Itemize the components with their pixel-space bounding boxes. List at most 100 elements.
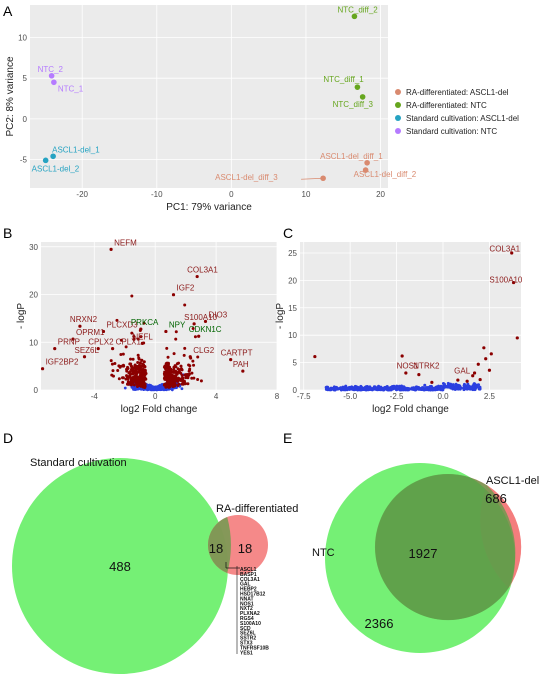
volcano-b-point (172, 368, 176, 372)
volcano-b-point (191, 359, 195, 363)
pca-point (359, 94, 366, 100)
volcano-b-point (173, 379, 177, 383)
volcano-b-point (155, 386, 159, 390)
venn-e-overlap-count: 1927 (409, 546, 438, 561)
volcano-c-point (342, 387, 346, 391)
volcano-b-gene-label: S100A10 (184, 313, 217, 322)
volcano-b-point (196, 355, 200, 359)
legend-entry: RA-differentiated: ASCL1-del (406, 88, 509, 97)
volcano-c-points (313, 251, 519, 392)
volcano-b-point (165, 346, 169, 350)
volcano-b-point (163, 377, 167, 381)
volcano-b-point (180, 387, 184, 391)
volcano-b-point (173, 382, 177, 386)
volcano-b-point (186, 382, 190, 386)
volcano-b-point (188, 355, 192, 359)
volcano-c-point (489, 352, 493, 356)
venn-d-gene: RGS4 (240, 616, 254, 622)
volcano-c-point (510, 251, 514, 255)
volcano-chart-b: -4 0 4 8 0 10 20 30 log2 Fold change - logP NEFM CO… (16, 238, 280, 415)
volcano-b-gene-label: IGF2BP2 (46, 358, 79, 367)
volcano-b-point (138, 361, 142, 365)
volcano-b-point (121, 364, 125, 368)
venn-d-gene: SSTR2 (240, 636, 256, 642)
pca-point-label: ASCL1-del_diff_3 (215, 173, 278, 182)
venn-d-right-count: 18 (238, 541, 252, 556)
y-tick-label: -5 (20, 156, 28, 165)
pca-point-label: NTC_1 (58, 84, 84, 93)
volcano-b-point (148, 385, 151, 389)
legend-swatch (395, 102, 401, 108)
volcano-c-point (416, 387, 420, 391)
volcano-b-point (180, 374, 184, 378)
volcano-b-point (124, 345, 128, 349)
volcano-b-point (177, 382, 181, 386)
volcano-c-point (404, 371, 408, 375)
volcano-c-point (378, 388, 382, 392)
y-tick-label: 15 (288, 304, 297, 313)
volcano-b-point (141, 362, 145, 366)
volcano-b-point (166, 363, 170, 367)
volcano-b-point (131, 357, 135, 361)
volcano-c-point (356, 385, 360, 389)
volcano-c-point (430, 380, 434, 384)
volcano-b-point (141, 382, 145, 386)
volcano-c-point (465, 379, 469, 383)
y-tick-label: 0 (34, 386, 39, 395)
volcano-c-point (386, 387, 390, 391)
volcano-b-point (192, 363, 196, 367)
volcano-b-gene-label: CDKN1C (189, 325, 222, 334)
volcano-c-point (446, 381, 450, 385)
y-tick-label: 0 (293, 386, 298, 395)
volcano-c-point (515, 336, 519, 340)
volcano-b-point (134, 368, 138, 372)
volcano-b-point (137, 364, 141, 368)
plot-panel-1 (41, 242, 277, 390)
volcano-c-point (441, 384, 445, 388)
pca-point-label: ASCL1-del_2 (32, 164, 80, 173)
volcano-b-point (172, 370, 176, 374)
volcano-b-point (132, 337, 136, 341)
volcano-b-point (121, 352, 125, 356)
volcano-b-point (123, 386, 127, 390)
volcano-b-gene-label: PRNP (58, 338, 80, 347)
pca-point-label: ASCL1-del_1 (52, 145, 100, 154)
volcano-c-point (432, 387, 436, 391)
volcano-b-point (199, 379, 203, 383)
volcano-c-point (482, 346, 486, 350)
volcano-b-point (140, 370, 144, 374)
volcano-b-point (71, 337, 75, 341)
panel-letter-c: C (283, 225, 293, 241)
volcano-b-point (101, 329, 106, 334)
venn-d-gene: NXT2 (240, 606, 253, 612)
volcano-b-gene-label: NRXN2 (70, 315, 98, 324)
venn-d-gene: NOS1 (240, 601, 254, 607)
y-tick-label: 20 (288, 276, 297, 285)
volcano-b-point (197, 334, 201, 338)
volcano-c-point (401, 388, 405, 392)
volcano-b-point (119, 338, 123, 342)
pca-point (354, 84, 361, 90)
volcano-b-point (174, 337, 178, 341)
volcano-b-point (172, 352, 176, 356)
volcano-c-point (511, 280, 516, 285)
volcano-b-point (177, 370, 181, 374)
volcano-b-point (130, 294, 134, 298)
venn-e-left-count: 2366 (365, 616, 394, 631)
venn-d-gene: YES1 (240, 650, 253, 656)
volcano-b-gene-label: IGF2 (177, 284, 195, 293)
volcano-b-point (78, 324, 82, 328)
volcano-c-point (462, 387, 466, 391)
volcano-b-point (126, 366, 130, 370)
volcano-c-point (449, 386, 453, 390)
volcano-b-point (183, 303, 187, 307)
volcano-b-point (137, 368, 141, 372)
x-tick-label: -2.5 (390, 392, 404, 401)
venn-d-gene: SEZ6L (240, 631, 256, 637)
volcano-c-gene-label: NOS1 (397, 362, 419, 371)
volcano-b-point (171, 293, 176, 297)
volcano-b-gene-label: COL3A1 (187, 266, 218, 275)
volcano-b-point (129, 362, 133, 366)
volcano-c-point (442, 382, 446, 386)
plot-panel-0 (30, 5, 388, 188)
